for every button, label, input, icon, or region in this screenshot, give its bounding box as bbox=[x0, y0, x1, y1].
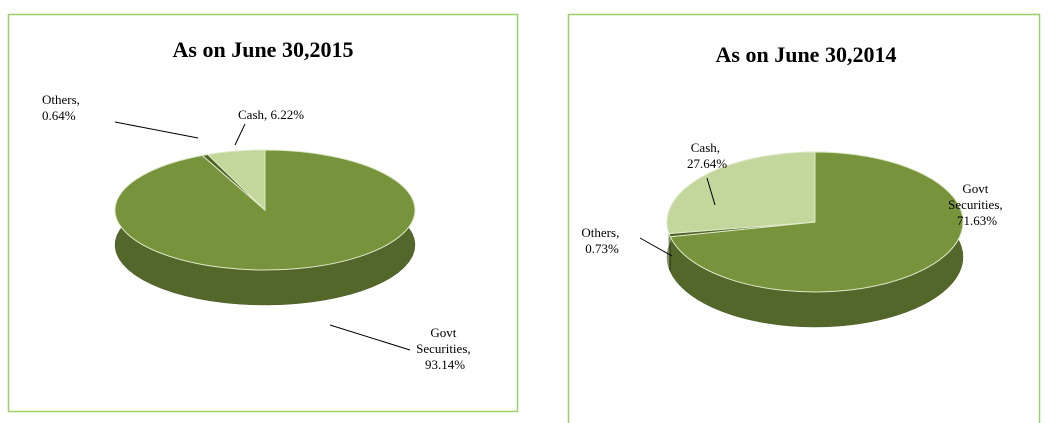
leader-line bbox=[706, 177, 716, 206]
data-label: Govt Securities, 93.14% bbox=[416, 325, 474, 372]
data-label: Cash, 27.64% bbox=[687, 140, 727, 171]
chart-title: As on June 30,2014 bbox=[716, 42, 897, 67]
data-label-line: Govt bbox=[962, 181, 991, 196]
data-label: Cash, 6.22% bbox=[238, 107, 304, 122]
data-label: Others, 0.73% bbox=[581, 225, 622, 256]
leader-line bbox=[234, 123, 246, 146]
data-label: Govt Securities, 71.63% bbox=[948, 181, 1006, 228]
data-label-line: 27.64% bbox=[687, 156, 727, 171]
data-label-line: 0.64% bbox=[42, 108, 76, 123]
data-label-line: 93.14% bbox=[425, 357, 465, 372]
data-label-line: Cash, 6.22% bbox=[238, 107, 304, 122]
data-label-line: Securities, bbox=[416, 341, 474, 356]
data-label-line: Others, bbox=[581, 225, 622, 240]
data-label: Others, 0.64% bbox=[42, 92, 83, 123]
leader-line bbox=[329, 324, 411, 351]
data-label-line: 0.73% bbox=[585, 241, 619, 256]
slice bbox=[666, 151, 816, 235]
data-label-line: Govt bbox=[430, 325, 459, 340]
data-label-line: Securities, bbox=[948, 197, 1006, 212]
data-label-line: Cash, bbox=[691, 140, 724, 155]
data-label-line: Others, bbox=[42, 92, 83, 107]
slice bbox=[206, 149, 266, 212]
slice bbox=[669, 151, 964, 293]
chart-title: As on June 30,2015 bbox=[173, 37, 354, 62]
leader-line bbox=[114, 121, 199, 139]
data-label-line: 71.63% bbox=[957, 213, 997, 228]
leader-line bbox=[639, 237, 673, 257]
